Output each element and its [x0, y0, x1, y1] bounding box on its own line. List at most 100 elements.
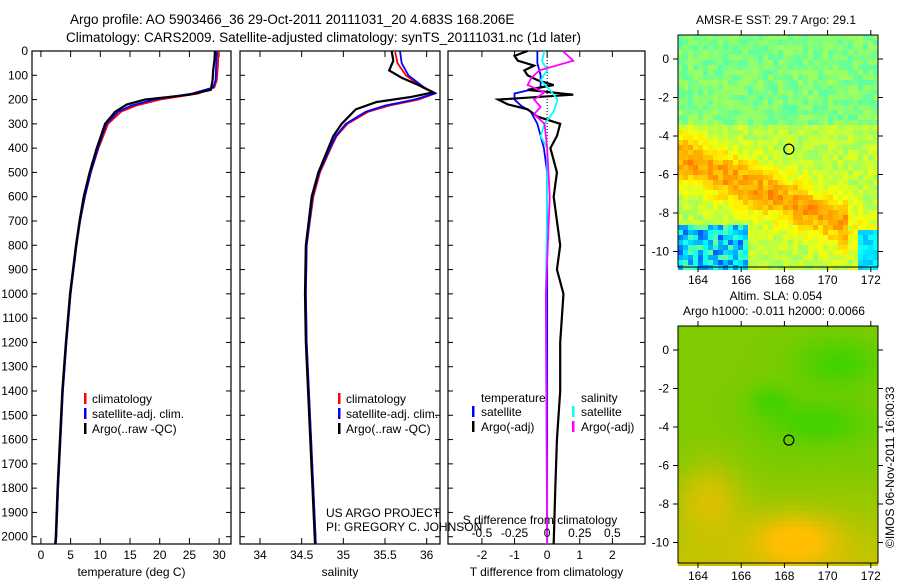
- map-cell: [768, 230, 773, 235]
- map-cell: [858, 240, 863, 245]
- map-cell: [823, 471, 828, 476]
- map-cell: [693, 556, 698, 561]
- map-cell: [813, 65, 818, 70]
- map-cell: [733, 371, 738, 376]
- map-cell: [843, 426, 848, 431]
- map-cell: [733, 50, 738, 55]
- map-cell: [808, 75, 813, 80]
- map-cell: [698, 75, 703, 80]
- map-cell: [778, 356, 783, 361]
- map-cell: [843, 396, 848, 401]
- map-cell: [788, 356, 793, 361]
- map-cell: [723, 351, 728, 356]
- map-cell: [813, 105, 818, 110]
- map-cell: [783, 190, 788, 195]
- map-cell: [853, 451, 858, 456]
- map-cell: [768, 356, 773, 361]
- map-cell: [838, 356, 843, 361]
- map-cell: [708, 486, 713, 491]
- map-cell: [828, 481, 833, 486]
- map-cell: [853, 150, 858, 155]
- map-cell: [793, 225, 798, 230]
- map-cell: [708, 175, 713, 180]
- map-cell: [848, 45, 853, 50]
- map-cell: [838, 240, 843, 245]
- map-cell: [843, 406, 848, 411]
- map-cell: [788, 466, 793, 471]
- map-cell: [723, 215, 728, 220]
- map-cell: [723, 40, 728, 45]
- map-cell: [698, 526, 703, 531]
- map-cell: [833, 461, 838, 466]
- map-cell: [803, 260, 808, 265]
- map-cell: [783, 531, 788, 536]
- map-cell: [733, 165, 738, 170]
- map-cell: [838, 336, 843, 341]
- map-cell: [833, 50, 838, 55]
- map-cell: [758, 215, 763, 220]
- map-cell: [768, 541, 773, 546]
- map-cell: [693, 451, 698, 456]
- map-cell: [783, 506, 788, 511]
- map-cell: [843, 170, 848, 175]
- map-cell: [743, 461, 748, 466]
- map-cell: [793, 105, 798, 110]
- map-cell: [763, 175, 768, 180]
- map-cell: [833, 436, 838, 441]
- map-cell: [793, 501, 798, 506]
- map-cell: [833, 230, 838, 235]
- map-cell: [803, 546, 808, 551]
- map-cell: [843, 165, 848, 170]
- map-cell: [793, 371, 798, 376]
- map-cell: [813, 80, 818, 85]
- map-cell: [813, 546, 818, 551]
- map-cell: [818, 496, 823, 501]
- map-cell: [868, 120, 873, 125]
- map-cell: [768, 185, 773, 190]
- map-cell: [728, 376, 733, 381]
- map-cell: [788, 215, 793, 220]
- map-cell: [723, 331, 728, 336]
- map-cell: [803, 426, 808, 431]
- map-cell: [838, 190, 843, 195]
- map-cell: [728, 75, 733, 80]
- map-cell: [863, 205, 868, 210]
- map-cell: [813, 491, 818, 496]
- map-cell: [858, 100, 863, 105]
- map-cell: [828, 331, 833, 336]
- map-cell: [868, 170, 873, 175]
- map-cell: [718, 40, 723, 45]
- x-tick-label: -2: [477, 548, 488, 562]
- map-cell: [798, 326, 803, 331]
- map-cell: [708, 371, 713, 376]
- map-cell: [713, 391, 718, 396]
- map-cell: [753, 336, 758, 341]
- map-cell: [823, 145, 828, 150]
- map-cell: [763, 471, 768, 476]
- map-cell: [803, 155, 808, 160]
- map-cell: [843, 341, 848, 346]
- map-cell: [703, 165, 708, 170]
- map-cell: [763, 396, 768, 401]
- map-cell: [783, 70, 788, 75]
- map-cell: [748, 361, 753, 366]
- map-cell: [753, 526, 758, 531]
- map-cell: [728, 260, 733, 265]
- x-tick-label: 15: [123, 548, 137, 562]
- map-cell: [838, 326, 843, 331]
- map-cell: [803, 140, 808, 145]
- map-cell: [678, 466, 683, 471]
- map-cell: [848, 481, 853, 486]
- map-cell: [728, 401, 733, 406]
- legend-label: satellite-adj. clim.: [346, 407, 438, 421]
- map-cell: [793, 220, 798, 225]
- map-cell: [793, 431, 798, 436]
- map-cell: [748, 461, 753, 466]
- map-cell: [873, 50, 878, 55]
- map-cell: [703, 411, 708, 416]
- map-cell: [773, 105, 778, 110]
- map-cell: [713, 155, 718, 160]
- map-cell: [798, 215, 803, 220]
- map-cell: [738, 160, 743, 165]
- map-cell: [868, 50, 873, 55]
